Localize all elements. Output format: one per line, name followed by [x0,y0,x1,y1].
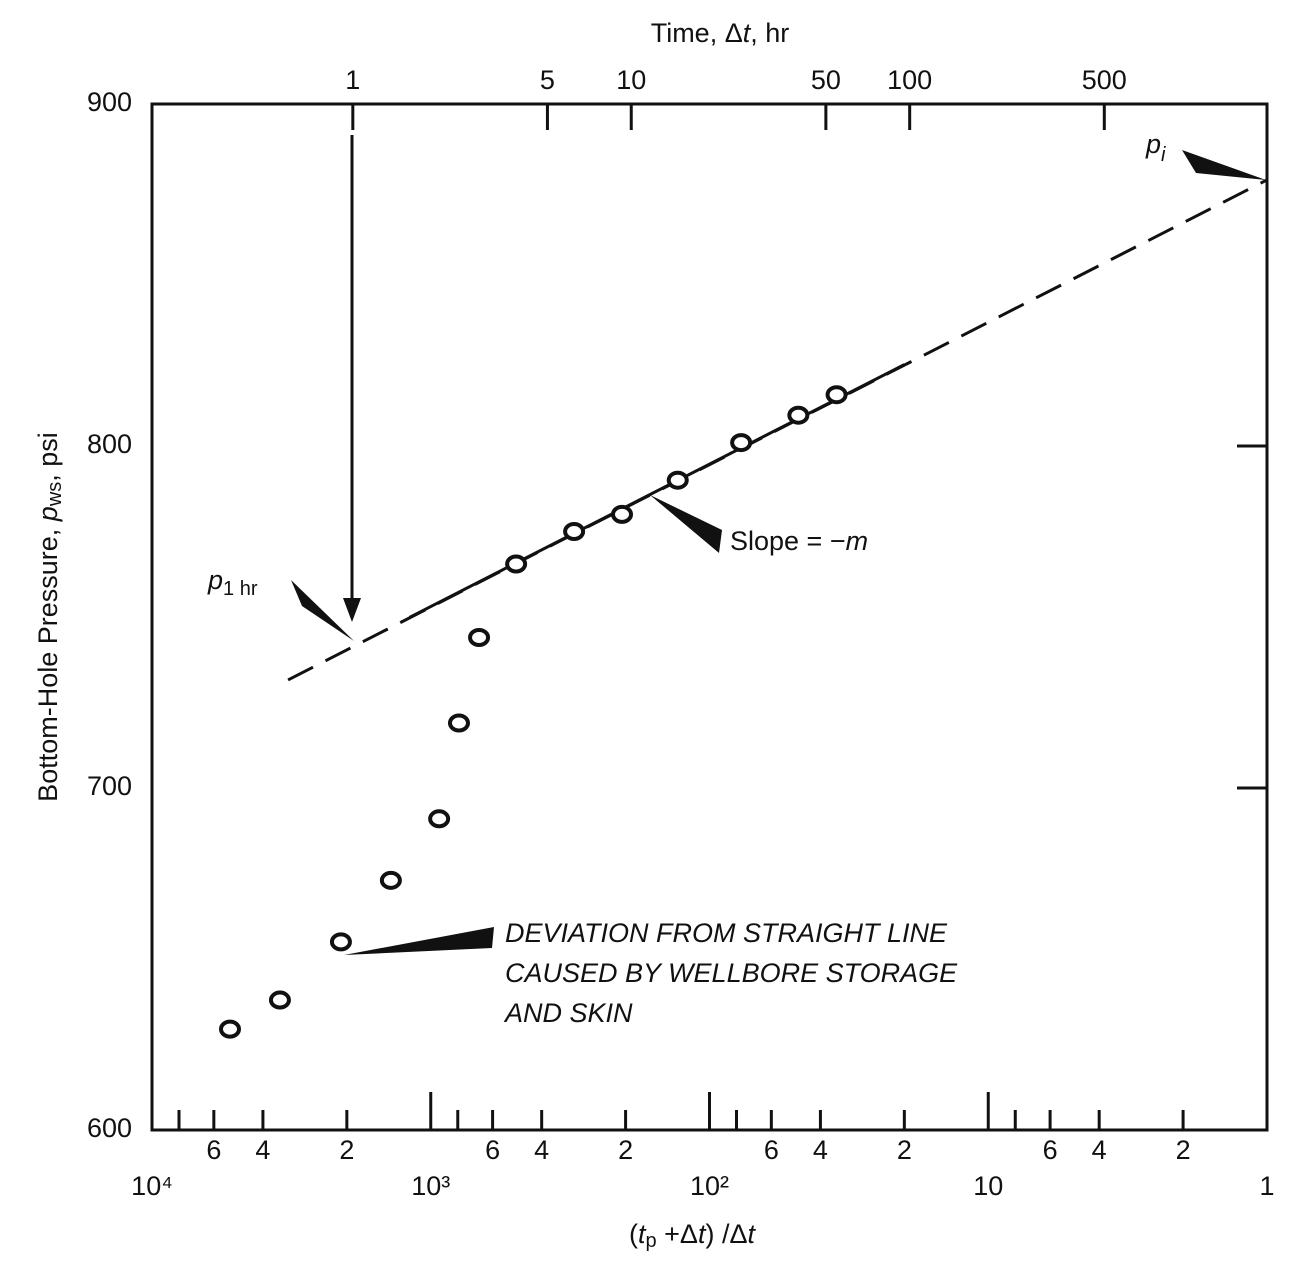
x-major-tick-label: 10³ [411,1171,450,1201]
y-title-part: Bottom-Hole Pressure, [33,521,63,802]
data-point [730,433,753,453]
x-tick-label: 4 [534,1135,549,1165]
x-title-part: t [638,1219,647,1249]
x-tick-label: 6 [764,1135,779,1165]
x-title-part: t [698,1219,707,1249]
x-tick-label: 2 [618,1135,633,1165]
data-point [428,809,451,829]
x2-tick-label: 50 [811,65,841,95]
y-title-part: p [33,506,63,522]
x-tick-label: 2 [897,1135,912,1165]
x-tick-label: 6 [1043,1135,1058,1165]
x2-axis-title: Time, Δt, hr [651,18,790,48]
annotation-deviation: CAUSED BY WELLBORE STORAGE [505,958,958,988]
x-tick-label: 6 [485,1135,500,1165]
data-point [666,470,689,490]
data-point [611,504,634,524]
x-tick-label: 2 [1176,1135,1191,1165]
annotation-part: 1 hr [223,578,258,600]
pointer-p1hr [291,580,354,641]
annotation-slope: Slope = −m [730,526,868,556]
fit-line [409,363,906,619]
annotation-pi: pi [1145,129,1166,166]
x-tick-label: 4 [1092,1135,1107,1165]
y-axis-title: Bottom-Hole Pressure, pws, psi [33,432,66,802]
x-major-tick-label: 10 [973,1171,1003,1201]
x-tick-label: 6 [206,1135,221,1165]
pointer-pi [1182,150,1266,180]
annotation-part: i [1161,144,1166,166]
x-major-tick-label: 10² [690,1171,729,1201]
pointer-slope [650,495,722,553]
x2-title-part: t [743,18,752,48]
data-point [379,870,402,890]
x-title-part: p [646,1230,657,1252]
data-point [787,405,810,425]
y-tick-label: 700 [87,771,132,801]
x-major-tick-label: 10⁴ [131,1171,173,1201]
x-major-tick-label: 1 [1259,1171,1274,1201]
x2-title-part: Time, Δ [651,18,743,48]
y-title-part: ws [44,482,66,507]
x-title-part: t [747,1219,756,1249]
x-tick-label: 4 [255,1135,270,1165]
data-point [329,932,352,952]
data-point [468,628,491,648]
data-point [505,554,528,574]
data-point [268,990,291,1010]
annotation-part: p [207,565,223,595]
x-axis-title: (tp +Δt) /Δt [629,1219,757,1252]
data-point [447,713,470,733]
x2-tick-label: 100 [887,65,932,95]
annotation-part: m [846,526,869,556]
y-tick-label: 600 [87,1113,132,1143]
annotation-deviation: DEVIATION FROM STRAIGHT LINE [505,918,948,948]
x2-tick-label: 10 [616,65,646,95]
x2-tick-label: 500 [1082,65,1127,95]
x-tick-label: 2 [339,1135,354,1165]
x-tick-label: 4 [813,1135,828,1165]
x2-tick-label: 5 [540,65,555,95]
annotation-part: p [1145,129,1161,159]
y-title-part: , psi [33,432,63,482]
annotation-p1hr: p1 hr [207,565,258,600]
annotation-deviation: AND SKIN [503,998,633,1028]
pointer-deviation [344,927,494,955]
data-point [219,1019,242,1039]
y-tick-label: 900 [87,87,132,117]
x-title-part: +Δ [657,1219,698,1249]
y-tick-label: 800 [87,429,132,459]
x-title-part: ) /Δ [705,1219,747,1249]
annotation-part: Slope = − [730,526,846,556]
data-point [825,385,848,405]
x2-tick-label: 1 [345,65,360,95]
x2-title-part: , hr [750,18,789,48]
x-title-part: ( [629,1219,638,1249]
arrow-head [343,598,361,622]
data-point [563,522,586,541]
